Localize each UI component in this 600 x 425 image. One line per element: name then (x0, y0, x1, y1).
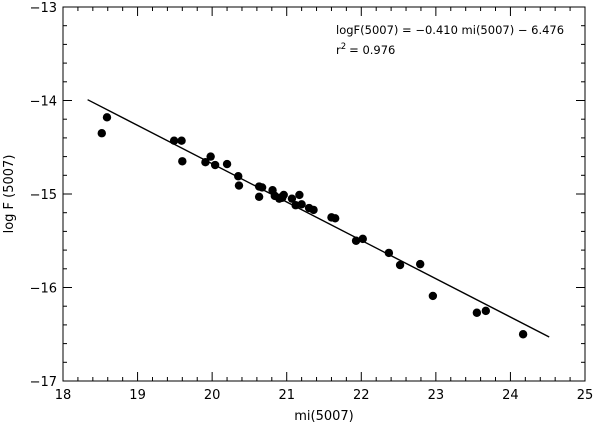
data-point (518, 330, 528, 339)
data-point (206, 152, 215, 161)
data-point (415, 259, 425, 269)
data-point (309, 205, 318, 215)
y-tick-label: −17 (30, 375, 57, 390)
data-point (330, 214, 340, 223)
x-tick-label: 18 (55, 388, 72, 403)
y-tick-label: −13 (30, 1, 57, 16)
data-points (97, 113, 528, 339)
r-squared-value: = 0.976 (349, 43, 395, 57)
data-point (481, 306, 491, 316)
data-point (234, 172, 243, 181)
data-point (358, 234, 367, 244)
x-tick-label: 25 (577, 388, 594, 403)
x-tick-label: 19 (129, 388, 146, 403)
data-point (178, 157, 187, 166)
y-tick-label: −16 (30, 282, 57, 297)
x-tick-label: 22 (353, 388, 370, 403)
data-point (297, 200, 306, 209)
data-point (97, 129, 106, 138)
x-axis: 18 19 20 21 22 23 24 25 (55, 7, 594, 403)
fit-equation: logF(5007) = −0.410 mi(5007) − 6.476 (336, 23, 564, 37)
data-point (177, 136, 186, 145)
data-point (395, 260, 405, 270)
x-tick-label: 24 (502, 388, 519, 403)
x-tick-label: 23 (428, 388, 445, 403)
data-point (295, 190, 304, 200)
data-point (279, 190, 288, 200)
data-point (287, 194, 297, 203)
data-point (351, 236, 361, 245)
y-axis-label: log F (5007) (2, 155, 17, 234)
data-point (254, 192, 264, 202)
y-axis: −17 −16 −15 −14 −13 (30, 1, 585, 390)
y-tick-label: −15 (30, 188, 57, 203)
r-superscript: 2 (341, 42, 346, 52)
y-tick-label: −14 (30, 95, 57, 110)
x-tick-label: 20 (204, 388, 221, 403)
data-point (169, 136, 179, 145)
data-point (222, 159, 232, 169)
data-point (234, 181, 244, 190)
data-point (428, 291, 438, 301)
r-squared-label: r2 = 0.976 (336, 42, 395, 57)
data-point (384, 248, 394, 258)
x-tick-label: 21 (278, 388, 295, 403)
data-point (210, 160, 220, 170)
x-axis-label: mi(5007) (294, 409, 354, 424)
data-point (201, 158, 210, 167)
regression-line (87, 99, 550, 338)
r-symbol: r (336, 43, 341, 57)
data-point (472, 308, 482, 317)
data-point (102, 113, 112, 122)
data-point (257, 183, 267, 192)
